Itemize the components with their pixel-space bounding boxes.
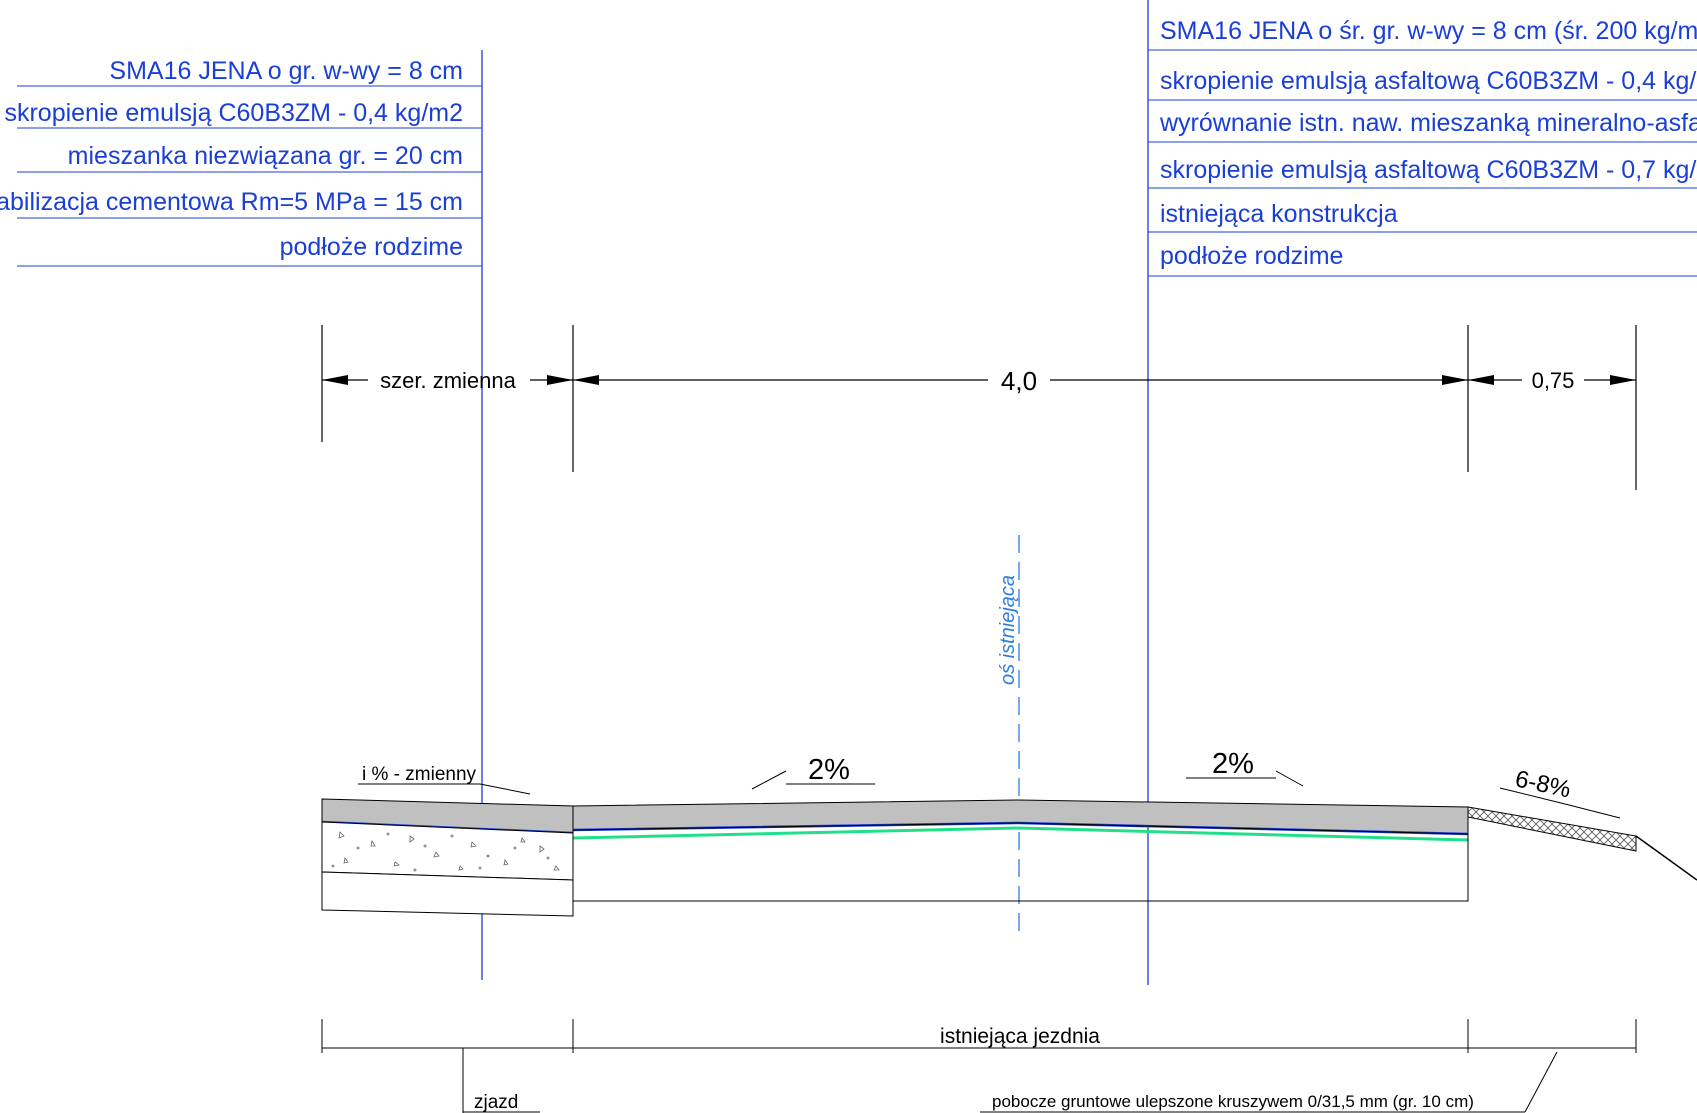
legend-right-row: wyrównanie istn. naw. mieszanką mineraln… [1159,109,1697,137]
legend-left-row: podłoże rodzime [280,233,463,261]
label-shoulder-note: pobocze gruntowe ulepszone kruszywem 0/3… [992,1092,1474,1111]
slope-arrow-line [1275,770,1304,787]
access-stabilisation-layer [321,871,574,917]
slope-arrow-line [479,783,531,795]
legend-left-row: SMA16 JENA o gr. w-wy = 8 cm [109,57,463,85]
label-access-road: zjazd [474,1092,518,1113]
dimension-arrow [322,375,348,385]
dimension-arrow [547,375,573,385]
slope-right-lane: 2% [1212,748,1254,780]
shoulder-section [1467,806,1697,881]
embankment-slope-line [1635,835,1697,881]
dimension-top: szer. zmienna 4,0 0,75 [321,325,1637,490]
legend-right-row: SMA16 JENA o śr. gr. w-wy = 8 cm (śr. 20… [1160,17,1697,45]
legend-right-row: podłoże rodzime [1160,242,1343,270]
road-axis: oś istniejąca [997,535,1020,940]
dimension-variable-width: szer. zmienna [380,368,516,393]
dimension-arrow [573,375,599,385]
slope-left-lane: 2% [808,754,850,786]
dimension-shoulder: 0,75 [1532,368,1575,393]
legend-left-row: mieszanka niezwiązana gr. = 20 cm [68,142,463,170]
legend-right-row: skropienie emulsją asfaltową C60B3ZM - 0… [1160,67,1697,95]
shoulder-note-leader [1524,1051,1558,1113]
legend-left-row: stabilizacja cementowa Rm=5 MPa = 15 cm [0,188,463,216]
legend-left: SMA16 JENA o gr. w-wy = 8 cm skropienie … [0,50,483,980]
slope-arrow-line [751,770,787,790]
slope-shoulder: 6-8% [1513,765,1573,803]
access-unbound-mix-texture [331,831,560,872]
axis-label: oś istniejąca [997,575,1019,685]
slope-arrow-line [1564,803,1621,819]
bottom-labels: istniejąca jezdnia zjazd pobocze gruntow… [321,1019,1637,1113]
dimension-arrow [1442,375,1468,385]
access-road-section [321,798,574,917]
shoulder-aggregate-layer [1467,806,1637,852]
dimension-arrow [1468,375,1494,385]
legend-right: SMA16 JENA o śr. gr. w-wy = 8 cm (śr. 20… [1147,0,1697,985]
label-existing-road: istniejąca jezdnia [940,1025,1100,1048]
legend-left-row: skropienie emulsją C60B3ZM - 0,4 kg/m2 [4,99,463,127]
slope-access: i % - zmienny [362,764,477,785]
carriageway-existing-structure [572,822,1469,902]
carriageway-section [572,799,1469,902]
slope-underline [1499,787,1566,805]
dimension-carriageway: 4,0 [1001,366,1037,396]
carriageway-leveling-line [572,826,1469,842]
legend-right-row: skropienie emulsją asfaltową C60B3ZM - 0… [1160,156,1697,184]
legend-right-row: istniejąca konstrukcja [1160,200,1398,228]
dimension-arrow [1610,375,1636,385]
